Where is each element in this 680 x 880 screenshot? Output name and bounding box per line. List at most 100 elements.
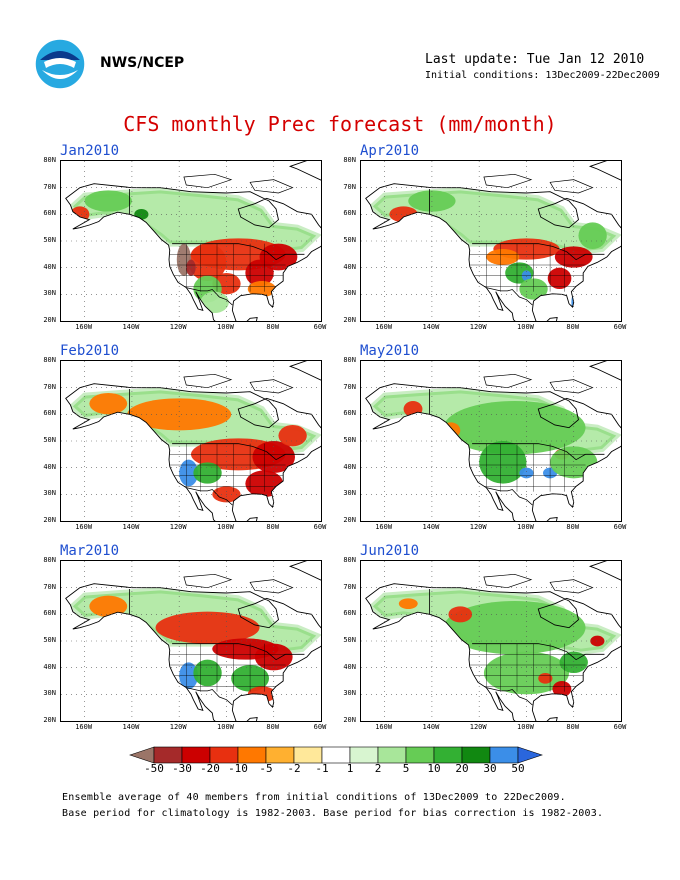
colorbar-segment bbox=[405, 746, 435, 764]
last-update: Last update: Tue Jan 12 2010 bbox=[425, 52, 645, 67]
lat-label: 40N bbox=[43, 262, 56, 271]
lat-label: 70N bbox=[43, 382, 56, 391]
forecast-map-feb2010 bbox=[60, 360, 322, 522]
colorbar-segment bbox=[321, 746, 351, 764]
colorbar-label: -2 bbox=[287, 762, 301, 775]
panel-label: Jun2010 bbox=[360, 543, 420, 559]
lat-label: 20N bbox=[43, 516, 56, 524]
lat-label: 80N bbox=[343, 556, 356, 564]
lat-label: 80N bbox=[343, 156, 356, 164]
colorbar-label: 30 bbox=[483, 762, 497, 775]
panel-label: Feb2010 bbox=[60, 343, 120, 359]
lon-label: 160W bbox=[75, 523, 93, 531]
lat-label: 30N bbox=[343, 489, 356, 498]
lon-label: 60W bbox=[313, 323, 327, 331]
panel-label: Jan2010 bbox=[60, 143, 120, 159]
lon-label: 120W bbox=[469, 523, 487, 531]
lon-label: 100W bbox=[217, 723, 234, 731]
colorbar-segment bbox=[293, 746, 323, 764]
lat-label: 70N bbox=[343, 182, 356, 191]
forecast-map-mar2010 bbox=[60, 560, 322, 722]
footer-line-2: Base period for climatology is 1982-2003… bbox=[62, 808, 604, 819]
panel-label: May2010 bbox=[360, 343, 420, 359]
colorbar-label: 5 bbox=[402, 762, 410, 775]
colorbar-label: -20 bbox=[200, 762, 220, 775]
lat-label: 80N bbox=[43, 556, 56, 564]
lat-label: 40N bbox=[343, 662, 356, 671]
lat-label: 70N bbox=[343, 382, 356, 391]
colorbar-segment bbox=[129, 746, 155, 764]
lat-label: 60N bbox=[43, 409, 56, 418]
lat-label: 50N bbox=[43, 636, 56, 644]
colorbar-segment bbox=[265, 746, 295, 764]
lat-label: 30N bbox=[43, 289, 56, 298]
lat-label: 60N bbox=[343, 609, 356, 618]
panel-label: Apr2010 bbox=[360, 143, 420, 159]
panel-label: Mar2010 bbox=[60, 543, 120, 559]
lat-label: 40N bbox=[343, 462, 356, 471]
lat-label: 50N bbox=[43, 236, 56, 244]
colorbar-segment bbox=[209, 746, 239, 764]
lon-label: 140W bbox=[122, 723, 140, 731]
colorbar-label: -50 bbox=[144, 762, 164, 775]
lon-label: 120W bbox=[169, 523, 187, 531]
lon-label: 80W bbox=[266, 723, 280, 731]
lat-label: 60N bbox=[343, 209, 356, 218]
colorbar-label: 50 bbox=[511, 762, 525, 775]
colorbar-label: 2 bbox=[374, 762, 382, 775]
colorbar bbox=[120, 745, 560, 765]
lat-label: 40N bbox=[43, 462, 56, 471]
lon-label: 160W bbox=[375, 523, 393, 531]
lat-label: 60N bbox=[343, 409, 356, 418]
lat-label: 50N bbox=[43, 436, 56, 444]
lon-label: 80W bbox=[566, 523, 580, 531]
lon-label: 100W bbox=[217, 323, 234, 331]
lon-label: 80W bbox=[266, 323, 280, 331]
forecast-map-may2010 bbox=[360, 360, 622, 522]
lat-label: 30N bbox=[43, 689, 56, 698]
forecast-map-jun2010 bbox=[360, 560, 622, 722]
lon-label: 60W bbox=[313, 523, 327, 531]
lon-label: 120W bbox=[469, 723, 487, 731]
lat-label: 70N bbox=[43, 182, 56, 191]
lon-label: 80W bbox=[266, 523, 280, 531]
agency-name: NWS/NCEP bbox=[100, 55, 185, 71]
lat-label: 80N bbox=[43, 356, 56, 364]
forecast-map-jan2010 bbox=[60, 160, 322, 322]
colorbar-segment bbox=[153, 746, 183, 764]
colorbar-segment bbox=[377, 746, 407, 764]
colorbar-segment bbox=[349, 746, 379, 764]
lat-label: 50N bbox=[343, 436, 356, 444]
lon-label: 140W bbox=[122, 523, 140, 531]
lon-label: 60W bbox=[313, 723, 327, 731]
lon-label: 160W bbox=[375, 723, 393, 731]
colorbar-segment bbox=[461, 746, 491, 764]
lat-label: 70N bbox=[43, 582, 56, 591]
lon-label: 80W bbox=[566, 323, 580, 331]
colorbar-label: -30 bbox=[172, 762, 192, 775]
initial-conditions: Initial conditions: 13Dec2009-22Dec2009 bbox=[425, 70, 660, 81]
lon-label: 60W bbox=[613, 723, 627, 731]
lat-label: 50N bbox=[343, 636, 356, 644]
colorbar-label: 10 bbox=[427, 762, 441, 775]
lon-label: 140W bbox=[422, 523, 440, 531]
lon-label: 120W bbox=[169, 323, 187, 331]
colorbar-segment bbox=[489, 746, 519, 764]
colorbar-segment bbox=[433, 746, 463, 764]
lat-label: 20N bbox=[43, 716, 56, 724]
lon-label: 120W bbox=[169, 723, 187, 731]
colorbar-label: -1 bbox=[315, 762, 329, 775]
lat-label: 30N bbox=[343, 689, 356, 698]
colorbar-label: 1 bbox=[346, 762, 354, 775]
lat-label: 80N bbox=[43, 156, 56, 164]
lat-label: 20N bbox=[43, 316, 56, 324]
page-title: CFS monthly Prec forecast (mm/month) bbox=[123, 112, 557, 136]
lat-label: 30N bbox=[43, 489, 56, 498]
forecast-map-apr2010 bbox=[360, 160, 622, 322]
lat-label: 40N bbox=[43, 662, 56, 671]
colorbar-label: -5 bbox=[259, 762, 273, 775]
noaa-logo bbox=[34, 38, 86, 90]
lon-label: 100W bbox=[517, 723, 534, 731]
lon-label: 160W bbox=[75, 723, 93, 731]
lon-label: 60W bbox=[613, 523, 627, 531]
